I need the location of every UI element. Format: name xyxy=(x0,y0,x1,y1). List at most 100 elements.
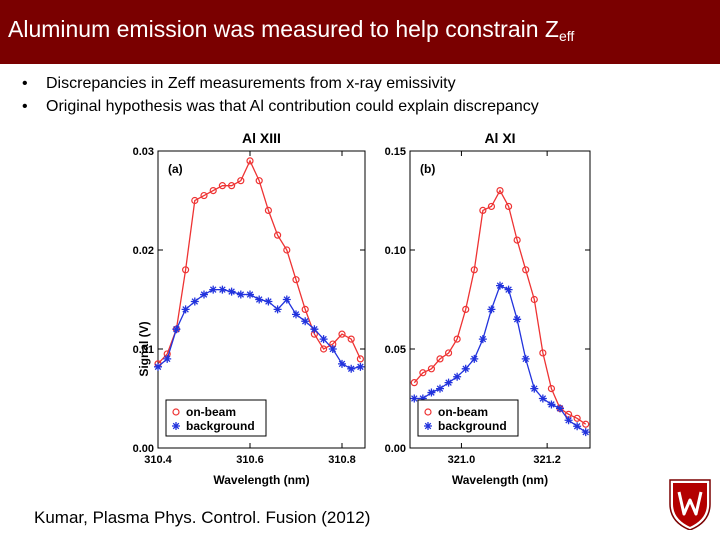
bullet-item: Original hypothesis was that Al contribu… xyxy=(22,95,539,118)
y-tick-label: 0.10 xyxy=(385,245,406,257)
circle-marker xyxy=(218,182,227,190)
crest-shield-outline xyxy=(669,479,711,530)
x-axis-label: Wavelength (nm) xyxy=(213,473,309,487)
x-tick-label: 310.4 xyxy=(144,454,172,466)
chart-title: Al XI xyxy=(484,130,515,146)
circle-marker xyxy=(427,365,436,373)
star-marker xyxy=(410,394,419,403)
legend-entry: on-beam xyxy=(186,405,236,419)
bullet-item: Discrepancies in Zeff measurements from … xyxy=(22,72,539,95)
chart-panel-a: Al XIII (a) 0.00 0.01 0.02 0.03 310.4 310.6 310.… xyxy=(133,130,366,487)
panel-label: (b) xyxy=(420,162,435,176)
circle-marker xyxy=(410,379,418,387)
star-marker xyxy=(255,295,264,304)
star-marker xyxy=(547,400,556,409)
star-marker xyxy=(328,345,337,353)
circle-marker xyxy=(453,335,461,343)
legend-entry: on-beam xyxy=(438,405,488,419)
circle-marker xyxy=(573,414,581,422)
circle-marker xyxy=(487,202,496,211)
circle-marker xyxy=(191,196,199,205)
star-marker xyxy=(478,335,487,344)
x-tick-label: 310.8 xyxy=(328,454,356,466)
crest-letter-w xyxy=(677,491,703,516)
star-marker xyxy=(581,428,590,437)
star-marker xyxy=(246,290,254,299)
star-marker xyxy=(470,354,479,363)
star-marker xyxy=(292,310,300,319)
circle-marker xyxy=(255,177,263,185)
star-marker xyxy=(310,325,319,334)
y-tick-label: 0.02 xyxy=(133,245,154,257)
star-marker xyxy=(236,290,245,299)
star-marker xyxy=(521,354,530,363)
panel-label: (a) xyxy=(168,162,183,176)
crest-shield xyxy=(671,481,709,530)
bullet-list: Discrepancies in Zeff measurements from … xyxy=(22,72,539,118)
circle-marker xyxy=(462,305,470,313)
star-marker xyxy=(200,290,208,299)
star-marker xyxy=(154,362,162,371)
star-marker xyxy=(504,285,513,294)
spectra-figure: Signal (V) Al XIII (a) 0.00 0.01 0.02 0.03 310… xyxy=(133,130,591,487)
star-marker xyxy=(218,285,227,294)
y-tick-label: 0.00 xyxy=(133,443,154,455)
star-marker xyxy=(163,354,172,363)
circle-marker xyxy=(424,408,432,416)
circle-marker xyxy=(292,276,300,284)
circle-marker xyxy=(436,355,444,363)
chart-title: Al XIII xyxy=(242,130,281,146)
star-marker xyxy=(461,364,470,373)
star-marker xyxy=(172,325,181,334)
star-marker xyxy=(418,394,427,403)
circle-marker xyxy=(522,266,530,274)
circle-marker xyxy=(470,266,478,274)
star-marker xyxy=(496,281,504,290)
star-marker xyxy=(427,388,436,397)
star-marker xyxy=(209,285,218,294)
circle-marker xyxy=(181,266,190,274)
star-marker xyxy=(513,315,522,324)
circle-marker xyxy=(504,202,513,211)
y-tick-label: 0.15 xyxy=(385,146,406,158)
y-tick-label: 0.00 xyxy=(385,443,406,455)
y-tick-label: 0.03 xyxy=(133,146,154,158)
ylabel-group: Signal (V) xyxy=(137,321,151,376)
star-marker xyxy=(227,287,236,296)
star-marker xyxy=(436,384,444,393)
star-marker xyxy=(181,305,190,314)
circle-marker xyxy=(496,186,504,195)
star-marker xyxy=(573,422,582,431)
star-marker xyxy=(356,362,365,371)
circle-marker xyxy=(347,335,355,343)
slide-title-subscript: eff xyxy=(558,28,575,44)
title-bar: Aluminum emission was measured to help c… xyxy=(0,0,720,64)
circle-marker xyxy=(479,206,487,215)
star-marker xyxy=(172,422,180,430)
star-marker xyxy=(538,394,547,403)
x-tick-label: 321.2 xyxy=(533,454,561,466)
star-marker xyxy=(282,295,291,304)
x-axis-label: Wavelength (nm) xyxy=(452,473,548,487)
star-marker xyxy=(424,422,432,430)
chart-panel-b: Al XI (b) 0.00 0.05 0.10 0.15 321.0 321.2 Wavele… xyxy=(385,130,591,487)
circle-marker xyxy=(209,186,217,195)
slide-title: Aluminum emission was measured to help c… xyxy=(8,16,574,44)
circle-marker xyxy=(246,157,254,165)
circle-marker xyxy=(237,177,245,185)
star-marker xyxy=(338,359,346,368)
star-marker xyxy=(487,305,496,314)
circle-marker xyxy=(530,295,538,304)
circle-marker xyxy=(200,191,208,200)
legend-entry: background xyxy=(186,419,255,433)
star-marker xyxy=(273,305,282,314)
y-axis-label: Signal (V) xyxy=(137,321,151,376)
circle-marker xyxy=(227,182,236,190)
x-tick-label: 310.6 xyxy=(236,454,264,466)
star-marker xyxy=(264,297,273,306)
circle-marker xyxy=(338,330,346,338)
x-tick-label: 321.0 xyxy=(448,454,476,466)
y-tick-label: 0.05 xyxy=(385,344,406,356)
circle-marker xyxy=(283,246,291,254)
circle-marker xyxy=(513,236,521,244)
